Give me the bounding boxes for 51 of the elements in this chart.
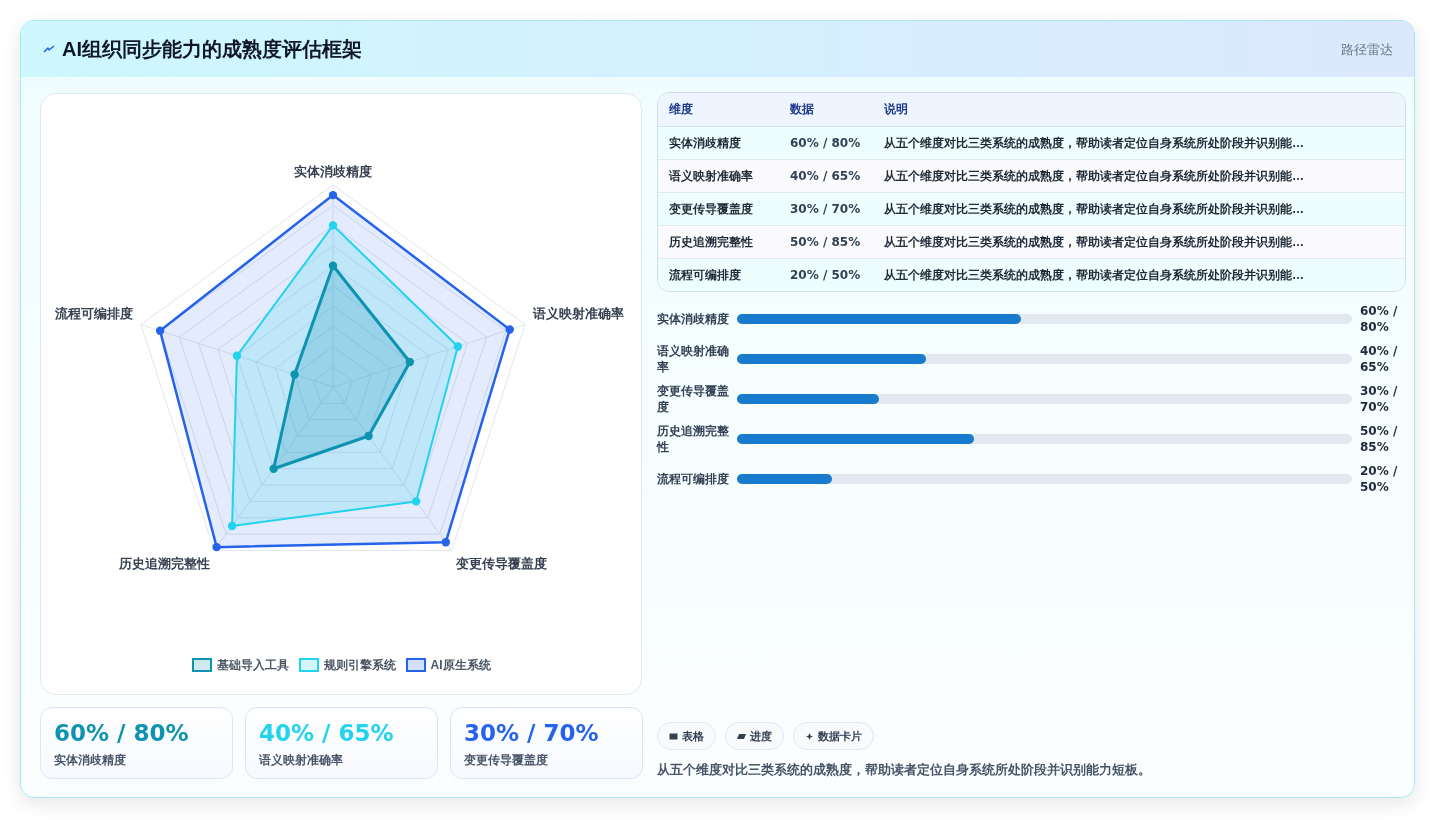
text: 30% / 70%	[464, 720, 599, 746]
text: 60% / 80%	[790, 136, 861, 150]
text: 数据	[790, 101, 814, 118]
data-label: 20% / 50%	[1360, 463, 1399, 495]
y-tick-label: 历史追溯完整性	[657, 423, 730, 455]
text: 40% / 65%	[259, 720, 394, 746]
text: 路径雷达	[1340, 42, 1393, 58]
bar	[737, 474, 832, 484]
text: 30% / 70%	[790, 202, 861, 216]
category-label: 实体消歧精度	[669, 135, 741, 152]
text: 表格	[682, 728, 704, 744]
data-label: 30% / 70%	[1360, 383, 1399, 415]
text: 维度	[669, 101, 693, 118]
category-label: 实体消歧精度	[54, 752, 126, 768]
text: 从五个维度对比三类系统的成熟度，帮助读者定位自身系统所处阶段并识别能…	[884, 135, 1304, 152]
category-label: 流程可编排度	[669, 267, 741, 284]
text: 50% / 85%	[790, 235, 861, 249]
text: 40% / 65%	[790, 169, 861, 183]
text: 从五个维度对比三类系统的成熟度，帮助读者定位自身系统所处阶段并识别能力短板。	[657, 762, 1151, 778]
text: 从五个维度对比三类系统的成熟度，帮助读者定位自身系统所处阶段并识别能…	[884, 234, 1304, 251]
chart-title: AI组织同步能力的成熟度评估框架	[62, 37, 362, 61]
category-label: 语义映射准确率	[669, 168, 753, 185]
text: 从五个维度对比三类系统的成熟度，帮助读者定位自身系统所处阶段并识别能…	[884, 201, 1304, 218]
text: 60% / 80%	[54, 720, 189, 746]
text: 从五个维度对比三类系统的成熟度，帮助读者定位自身系统所处阶段并识别能…	[884, 168, 1304, 185]
legend-label: 规则引擎系统	[323, 656, 396, 674]
category-label: 变更传导覆盖度	[669, 201, 753, 218]
category-label: 历史追溯完整性	[669, 234, 753, 251]
spoke-label: 流程可编排度	[54, 306, 134, 322]
spoke-label: 变更传导覆盖度	[455, 555, 548, 571]
data-label: 60% / 80%	[1360, 303, 1399, 335]
text: 数据卡片	[818, 728, 862, 744]
text: 20% / 50%	[790, 268, 861, 282]
data-label: 50% / 85%	[1360, 423, 1399, 455]
legend-label: AI原生系统	[430, 656, 491, 674]
spoke-label: 语义映射准确率	[531, 306, 624, 322]
bar	[737, 354, 927, 364]
text: 进度	[750, 728, 772, 744]
y-tick-label: 语义映射准确率	[657, 343, 730, 375]
y-tick-label: 变更传导覆盖度	[657, 383, 730, 415]
data-label: 40% / 65%	[1360, 343, 1399, 375]
text: 说明	[884, 101, 908, 118]
spoke-label: 实体消歧精度	[294, 163, 372, 179]
category-label: 变更传导覆盖度	[464, 752, 548, 768]
legend-label: 基础导入工具	[216, 656, 289, 674]
category-label: 语义映射准确率	[259, 752, 343, 768]
bar	[737, 394, 879, 404]
y-tick-label: 流程可编排度	[657, 471, 729, 487]
y-tick-label: 实体消歧精度	[657, 311, 729, 327]
text: 从五个维度对比三类系统的成熟度，帮助读者定位自身系统所处阶段并识别能…	[884, 267, 1304, 284]
spoke-label: 历史追溯完整性	[117, 555, 210, 571]
